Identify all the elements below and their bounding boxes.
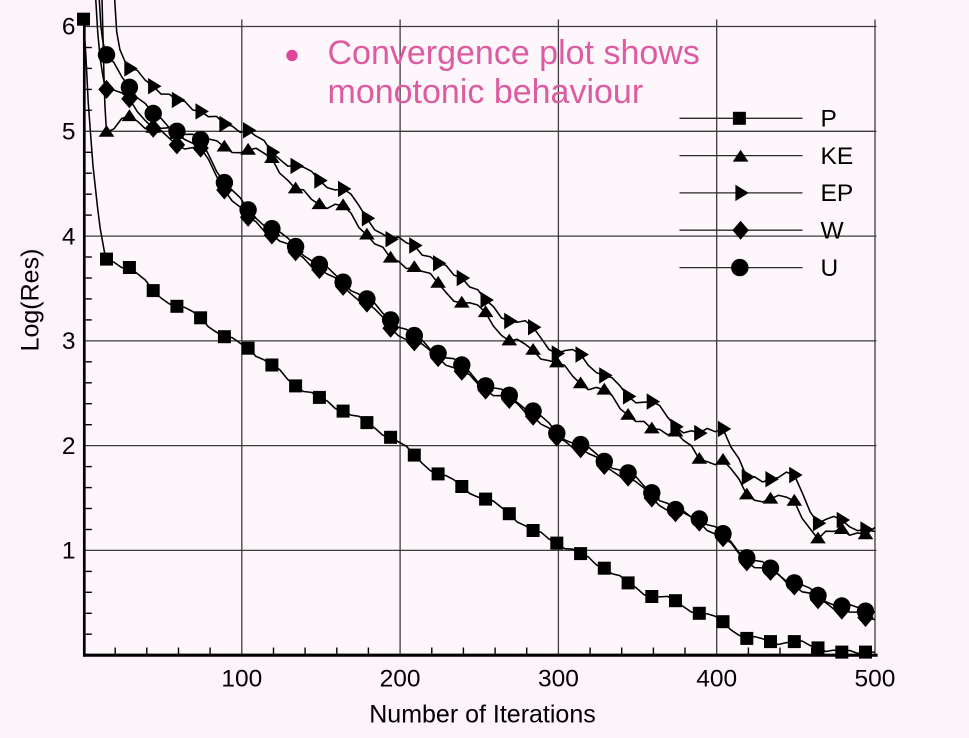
svg-text:monotonic behaviour: monotonic behaviour (328, 73, 644, 111)
svg-text:EP: EP (821, 180, 854, 207)
svg-text:5: 5 (62, 119, 76, 146)
svg-text:Number of Iterations: Number of Iterations (369, 701, 596, 729)
svg-text:Convergence plot shows: Convergence plot shows (328, 34, 700, 72)
svg-text:400: 400 (696, 666, 737, 693)
svg-text:1: 1 (62, 538, 76, 565)
svg-text:4: 4 (62, 223, 76, 250)
svg-text:3: 3 (62, 328, 76, 355)
svg-text:2: 2 (62, 433, 76, 460)
svg-text:500: 500 (855, 666, 896, 693)
svg-text:100: 100 (221, 666, 262, 693)
svg-text:U: U (821, 255, 839, 282)
svg-text:P: P (821, 106, 837, 133)
svg-text:Log(Res): Log(Res) (17, 249, 45, 352)
svg-text:6: 6 (62, 14, 76, 41)
svg-text:200: 200 (380, 666, 421, 693)
svg-text:300: 300 (538, 666, 579, 693)
svg-text:W: W (821, 217, 845, 244)
svg-text:KE: KE (821, 143, 854, 170)
